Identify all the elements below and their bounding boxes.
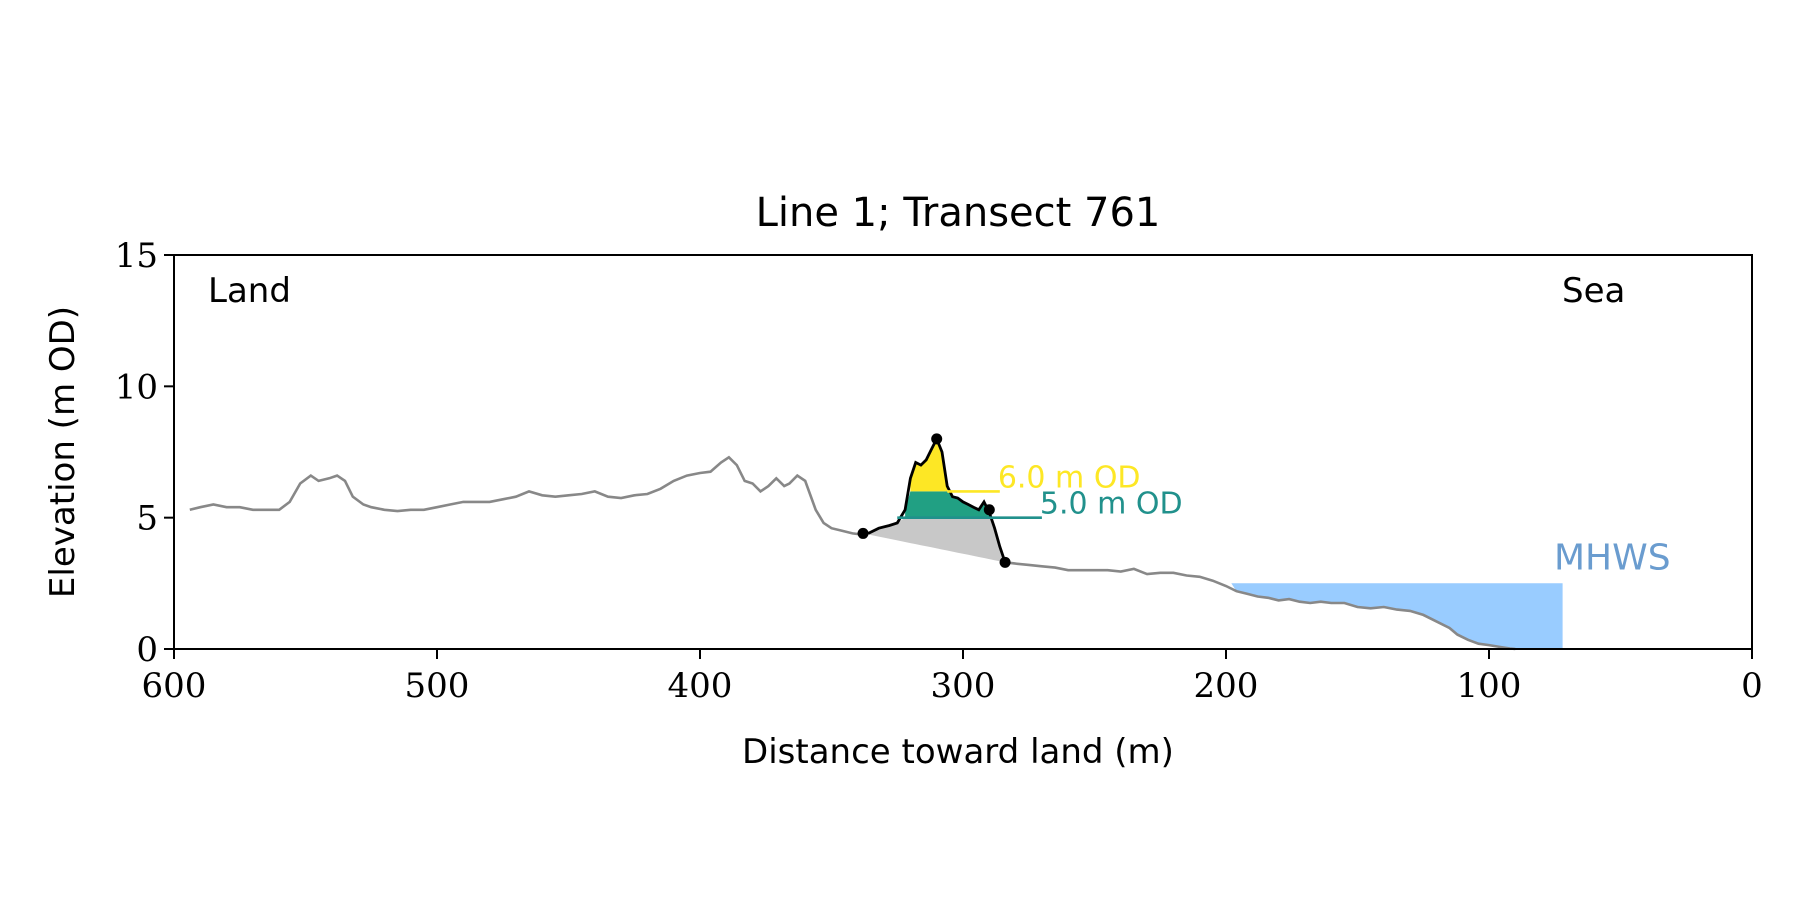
sea-annotation: Sea bbox=[1562, 271, 1625, 311]
y-tick-label-0: 0 bbox=[136, 630, 158, 670]
mhws-label: MHWS bbox=[1554, 537, 1671, 578]
x-tick-label-1: 500 bbox=[405, 666, 470, 706]
dune-base-fill bbox=[868, 517, 1006, 563]
mhws-water-fill bbox=[1231, 583, 1563, 649]
level-label-1: 5.0 m OD bbox=[1040, 487, 1183, 522]
x-tick-label-5: 100 bbox=[1457, 666, 1522, 706]
dune-marker-0 bbox=[857, 527, 869, 539]
x-axis-label: Distance toward land (m) bbox=[742, 732, 1174, 772]
y-tick-label-3: 15 bbox=[115, 236, 158, 276]
y-axis-ticks: 0 5 10 15 bbox=[115, 236, 174, 670]
dune-marker-2 bbox=[983, 504, 995, 516]
x-tick-label-6: 0 bbox=[1741, 666, 1763, 706]
x-tick-label-3: 300 bbox=[931, 666, 996, 706]
dune-marker-1 bbox=[931, 433, 943, 445]
x-tick-label-0: 600 bbox=[142, 666, 207, 706]
x-tick-label-2: 400 bbox=[668, 666, 733, 706]
chart-title: Line 1; Transect 761 bbox=[756, 190, 1161, 236]
x-axis-ticks: 600 500 400 300 200 100 0 bbox=[142, 649, 1763, 706]
landward-profile-line bbox=[189, 455, 869, 537]
band-5-to-6-fill bbox=[905, 491, 990, 518]
land-annotation: Land bbox=[208, 271, 291, 311]
dune-marker-3 bbox=[999, 556, 1011, 568]
y-tick-label-1: 5 bbox=[136, 499, 158, 539]
y-axis-label: Elevation (m OD) bbox=[43, 306, 83, 598]
line-layer: 6.0 m OD5.0 m OD bbox=[189, 435, 1516, 651]
level-label-0: 6.0 m OD bbox=[998, 460, 1141, 495]
band-above-6-fill bbox=[910, 438, 948, 492]
y-tick-label-2: 10 bbox=[115, 367, 158, 407]
dune-profile-line bbox=[867, 435, 1007, 563]
seaward-profile-line bbox=[1004, 561, 1516, 651]
marker-layer bbox=[857, 433, 1011, 568]
fill-layer bbox=[868, 438, 1563, 649]
x-tick-label-4: 200 bbox=[1194, 666, 1259, 706]
